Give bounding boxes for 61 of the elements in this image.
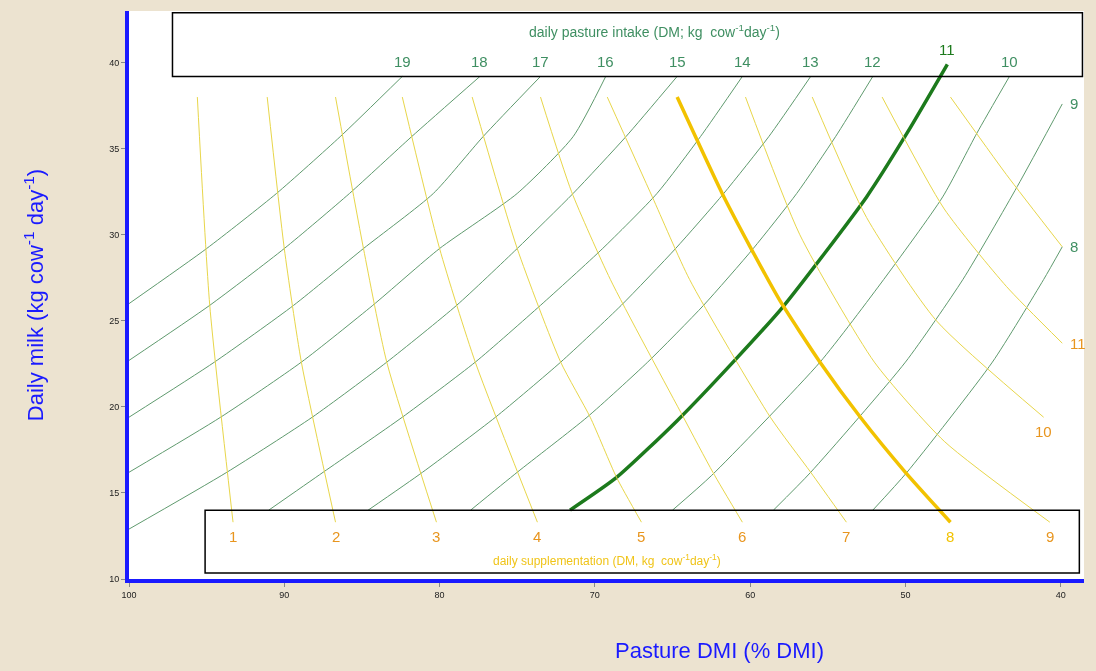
series-label: 8 <box>946 528 955 545</box>
line-series <box>470 75 874 511</box>
line-series <box>401 96 538 523</box>
line-series <box>129 75 607 473</box>
y-tick-label: 30 <box>109 229 120 240</box>
series-label: 8 <box>1070 238 1079 255</box>
y-tick-label: 40 <box>109 57 120 68</box>
x-tick-label: 50 <box>900 589 911 600</box>
line-series <box>811 96 1045 418</box>
series-label: 16 <box>597 53 614 70</box>
line-series <box>367 75 812 511</box>
series-label: 1 <box>229 528 238 545</box>
line-series <box>881 96 1063 344</box>
series-label: 9 <box>1070 95 1079 112</box>
series-label: 11 <box>939 41 955 58</box>
annotation: daily supplementation (DM, kg cow$^{-1}$day$^{-1}$) <box>493 552 721 569</box>
series-label: 9 <box>1046 528 1055 545</box>
line-series <box>129 75 403 305</box>
y-tick-label: 10 <box>109 574 120 585</box>
line-series <box>129 75 481 361</box>
series-label: 5 <box>637 528 646 545</box>
line-series <box>606 96 847 523</box>
series-label: 4 <box>533 528 542 545</box>
line-series <box>675 95 953 524</box>
line-series <box>540 96 743 523</box>
x-tick-label: 80 <box>434 589 445 600</box>
series-label: 10 <box>1035 423 1052 440</box>
series-label: 18 <box>471 53 488 70</box>
line-series <box>672 75 1010 511</box>
line-series <box>129 75 678 530</box>
series-label: 6 <box>738 528 747 545</box>
series-label: 7 <box>842 528 851 545</box>
y-tick-label: 15 <box>109 488 120 499</box>
line-series <box>872 246 1063 511</box>
x-tick-label: 70 <box>589 589 600 600</box>
line-series <box>335 96 437 523</box>
line-series <box>129 75 541 418</box>
series-label: 15 <box>669 53 686 70</box>
y-tick-label: 20 <box>109 402 120 413</box>
x-tick-label: 40 <box>1055 589 1066 600</box>
line-series <box>471 96 642 523</box>
line-series <box>744 96 1051 523</box>
series-label: 10 <box>1001 53 1018 70</box>
series-label: 3 <box>432 528 441 545</box>
series-label: 11 <box>1070 335 1086 352</box>
series-label: 13 <box>802 53 819 70</box>
line-series <box>266 96 337 523</box>
x-tick-label: 60 <box>745 589 756 600</box>
x-tick-label: 100 <box>121 589 137 600</box>
y-tick-label: 25 <box>109 315 120 326</box>
series-label: 14 <box>734 53 751 70</box>
x-axis-title: Pasture DMI (% DMI) <box>615 638 825 663</box>
series-label: 2 <box>332 528 341 545</box>
line-series <box>268 75 743 511</box>
series-label: 12 <box>864 53 881 70</box>
y-tick-label: 35 <box>109 143 120 154</box>
line-series <box>772 103 1063 511</box>
series-label: 17 <box>532 53 549 70</box>
x-tick-label: 90 <box>279 589 290 600</box>
annotation: daily pasture intake (DM; kg cow$^{-1}$day$^{-1}$) <box>529 22 780 40</box>
series-label: 19 <box>394 53 411 70</box>
